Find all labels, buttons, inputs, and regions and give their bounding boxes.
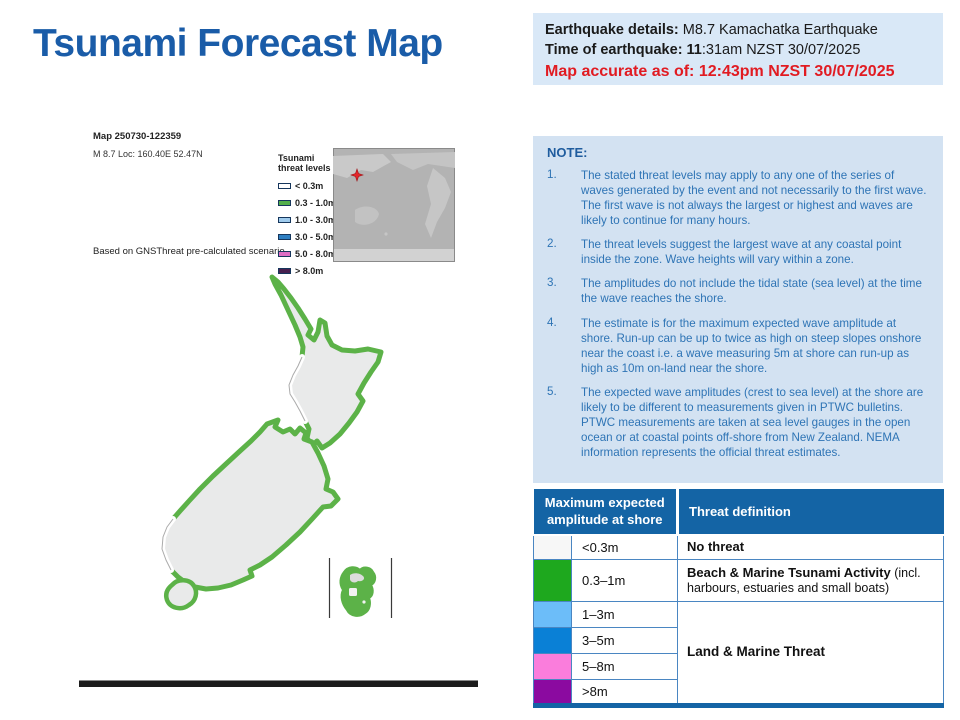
- chatham-islands: [339, 566, 377, 617]
- amplitude-cell: <0.3m: [571, 534, 678, 560]
- legend-item: 0.3 - 1.0m: [278, 198, 348, 208]
- table-row-gt8m: >8m: [533, 678, 944, 706]
- legend-item: < 0.3m: [278, 181, 348, 191]
- legend-swatch-3-5: [278, 233, 291, 240]
- earthquake-details-value: M8.7 Kamachatka Earthquake: [678, 22, 878, 38]
- land-marine-threat-cell: Land & Marine Threat: [677, 600, 944, 706]
- page-title: Tsunami Forecast Map: [33, 22, 443, 65]
- threat-definition-table: Maximum expected amplitude at shore Thre…: [533, 489, 944, 708]
- legend-title: Tsunami threat levels: [278, 153, 331, 174]
- table-row-no-threat: <0.3m No threat: [533, 534, 944, 560]
- amplitude-cell: 0.3–1m: [571, 558, 678, 602]
- legend-item: 3.0 - 5.0m: [278, 232, 348, 242]
- note-item: 2. The threat levels suggest the largest …: [547, 237, 902, 267]
- north-island: [269, 274, 384, 451]
- map-id-label: Map 250730-122359: [93, 131, 182, 142]
- legend-swatch-03-1: [278, 199, 291, 206]
- table-row-5-8m: 5–8m: [533, 652, 944, 680]
- definition-cell: Beach & Marine Tsunami Activity (incl. h…: [677, 558, 944, 602]
- threat-swatch-green: [533, 558, 572, 602]
- south-island: [159, 417, 341, 592]
- legend-item: 5.0 - 8.0m: [278, 249, 348, 259]
- threat-swatch-pink: [533, 652, 572, 680]
- legend-swatch-lt03: [278, 182, 291, 189]
- note-item: 5. The expected wave amplitudes (crest to…: [547, 384, 924, 459]
- earthquake-time-line: Time of earthquake: 11:31am NZST 30/07/2…: [545, 40, 931, 60]
- amplitude-cell: >8m: [571, 678, 678, 706]
- legend-item: 1.0 - 3.0m: [278, 215, 348, 225]
- legend-swatch-gt8: [278, 267, 291, 274]
- earthquake-details-box: Earthquake details: M8.7 Kamachatka Eart…: [533, 13, 943, 85]
- pacific-overview-map: [333, 148, 455, 262]
- nz-threat-map: [159, 274, 393, 618]
- table-row-1-3m: 1–3m Land & Marine Threat: [533, 600, 944, 706]
- divider-bar: [79, 680, 478, 687]
- epicenter-star-icon: [350, 168, 364, 182]
- map-accuracy-line: Map accurate as of: 12:43pm NZST 30/07/2…: [545, 63, 895, 80]
- table-header-amplitude: Maximum expected amplitude at shore: [533, 489, 679, 536]
- table-row-beach-marine: 0.3–1m Beach & Marine Tsunami Activity (…: [533, 558, 944, 602]
- note-item: 1. The stated threat levels may apply to …: [547, 168, 927, 228]
- event-location-label: M 8.7 Loc: 160.40E 52.47N: [93, 149, 203, 159]
- scenario-source-note: Based on GNSThreat pre-calculated scenar…: [93, 246, 285, 257]
- definition-cell: No threat: [677, 534, 944, 560]
- threat-swatch-purple: [533, 678, 572, 706]
- threat-swatch-white: [533, 534, 572, 560]
- stewart-island: [163, 578, 199, 611]
- note-heading: NOTE:: [547, 145, 588, 160]
- earthquake-time-value: :31am NZST 30/07/2025: [701, 42, 861, 58]
- legend-swatch-5-8: [278, 250, 291, 257]
- earthquake-details-line: Earthquake details: M8.7 Kamachatka Eart…: [545, 20, 931, 40]
- note-box: NOTE: 1. The stated threat levels may app…: [533, 136, 943, 483]
- threat-swatch-lightblue: [533, 600, 572, 628]
- note-item: 3. The amplitudes do not include the tida…: [547, 276, 922, 306]
- legend-item: > 8.0m: [278, 266, 348, 276]
- table-row-3-5m: 3–5m: [533, 626, 944, 654]
- earthquake-time-label: Time of earthquake: 11: [545, 42, 702, 58]
- earthquake-details-label: Earthquake details:: [545, 22, 679, 38]
- threat-levels-legend: Tsunami threat levels < 0.3m 0.3 - 1.0m 1…: [278, 153, 348, 276]
- amplitude-cell: 1–3m: [571, 600, 678, 628]
- legend-swatch-1-3: [278, 216, 291, 223]
- amplitude-cell: 5–8m: [571, 652, 678, 680]
- amplitude-cell: 3–5m: [571, 626, 678, 654]
- table-header-definition: Threat definition: [677, 489, 944, 536]
- threat-swatch-blue: [533, 626, 572, 654]
- note-item: 4. The estimate is for the maximum expect…: [547, 315, 922, 375]
